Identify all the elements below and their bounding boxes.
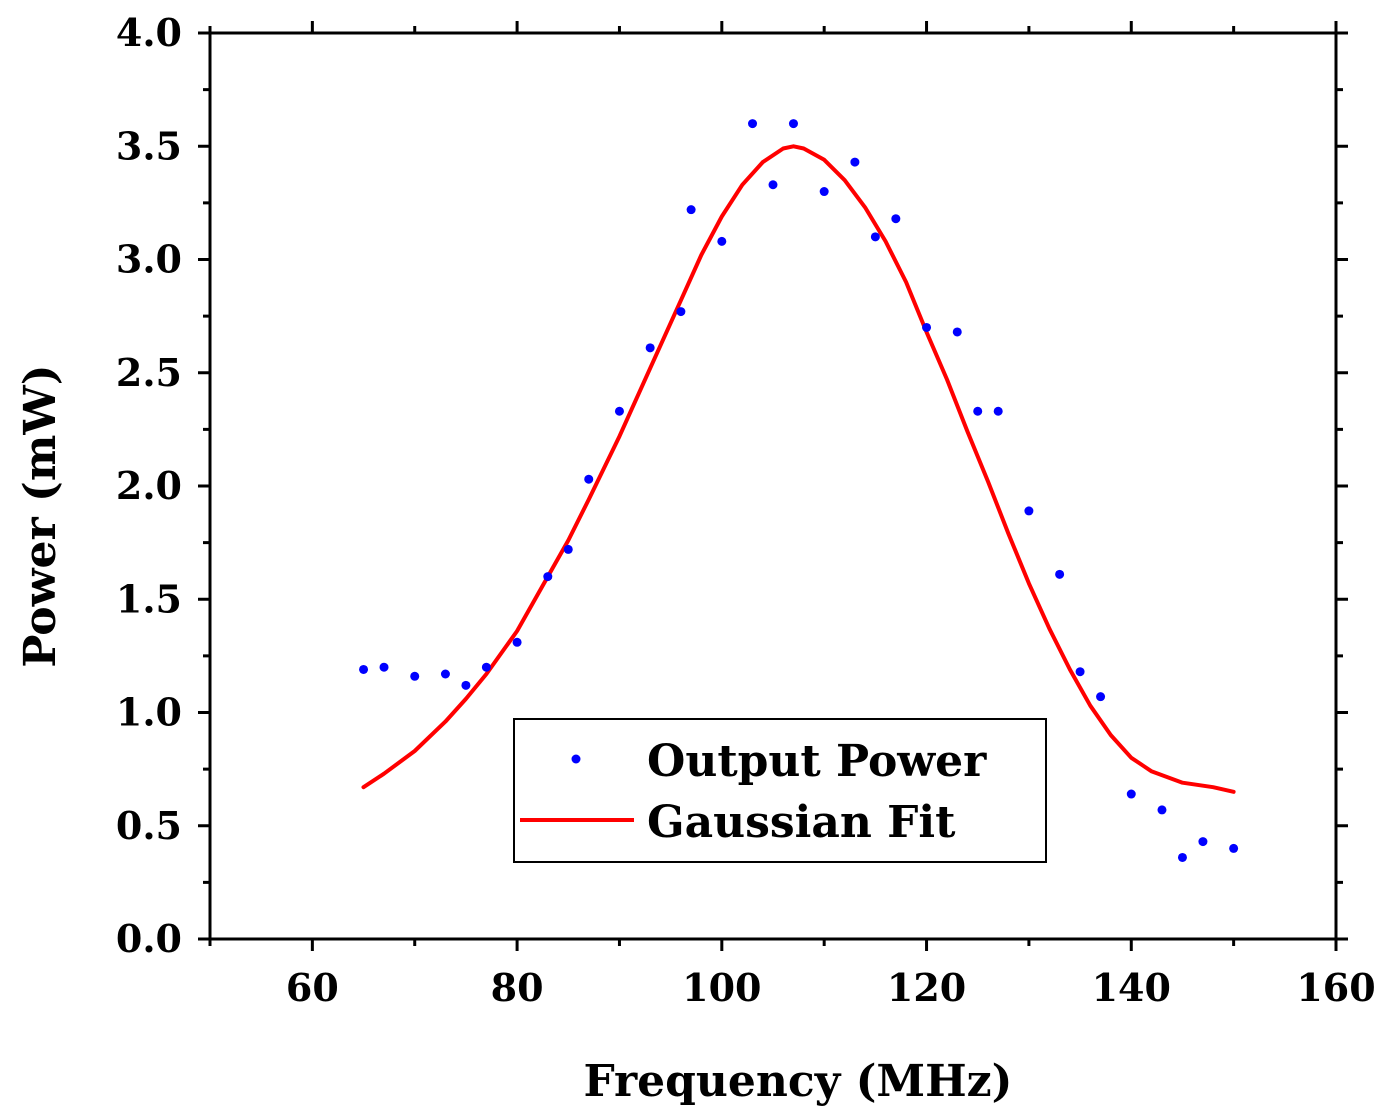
output-power-point — [359, 664, 369, 674]
x-tick-label: 60 — [286, 965, 339, 1010]
output-power-point — [748, 119, 758, 129]
output-power-point — [891, 214, 901, 224]
output-power-point — [1126, 789, 1136, 799]
legend-label-output-power: Output Power — [647, 736, 987, 787]
output-power-point — [410, 671, 420, 681]
output-power-point — [461, 680, 471, 690]
output-power-point — [686, 205, 696, 215]
y-tick-label: 1.5 — [116, 576, 182, 621]
output-power-point — [1198, 837, 1208, 847]
output-power-point — [870, 232, 880, 242]
output-power-point — [676, 307, 686, 317]
output-power-point — [563, 544, 573, 554]
output-power-point — [973, 406, 983, 416]
x-axis-title: Frequency (MHz) — [584, 1056, 1013, 1107]
output-power-point — [788, 119, 798, 129]
y-tick-label: 0.0 — [116, 916, 182, 961]
x-tick-label: 120 — [887, 965, 966, 1010]
x-tick-label: 100 — [682, 965, 761, 1010]
output-power-point — [645, 343, 655, 353]
y-tick-label: 1.0 — [116, 690, 182, 735]
output-power-point — [1229, 843, 1239, 853]
output-power-point — [1177, 852, 1187, 862]
output-power-point — [1157, 805, 1167, 815]
output-power-point — [717, 236, 727, 246]
output-power-point — [543, 572, 553, 582]
output-power-point — [768, 180, 778, 190]
output-power-point — [481, 662, 491, 672]
gaussian-fit-line — [361, 144, 1236, 794]
y-tick-label: 0.5 — [116, 803, 182, 848]
output-power-point — [993, 406, 1003, 416]
legend-marker-output-power — [571, 754, 581, 764]
y-tick-label: 2.0 — [116, 463, 182, 508]
y-tick-label: 3.5 — [116, 123, 182, 168]
output-power-point — [584, 474, 594, 484]
y-tick-label: 3.0 — [116, 237, 182, 282]
y-tick-label: 4.0 — [116, 10, 182, 55]
legend-box — [513, 718, 1047, 863]
y-tick-label: 2.5 — [116, 350, 182, 395]
output-power-point — [819, 187, 829, 197]
output-power-point — [1075, 667, 1085, 677]
output-power-point — [512, 637, 522, 647]
legend-label-gaussian-fit: Gaussian Fit — [647, 797, 956, 848]
x-tick-label: 140 — [1092, 965, 1171, 1010]
output-power-point — [1024, 506, 1034, 516]
x-tick-label: 160 — [1296, 965, 1375, 1010]
output-power-point — [379, 662, 389, 672]
x-tick-label: 80 — [491, 965, 544, 1010]
output-power-point — [1055, 569, 1065, 579]
y-axis-title: Power (mW) — [15, 364, 66, 667]
output-power-point — [614, 406, 624, 416]
output-power-point — [952, 327, 962, 337]
output-power-point — [922, 322, 932, 332]
output-power-point — [440, 669, 450, 679]
output-power-point — [850, 157, 860, 167]
output-power-point — [1096, 692, 1106, 702]
